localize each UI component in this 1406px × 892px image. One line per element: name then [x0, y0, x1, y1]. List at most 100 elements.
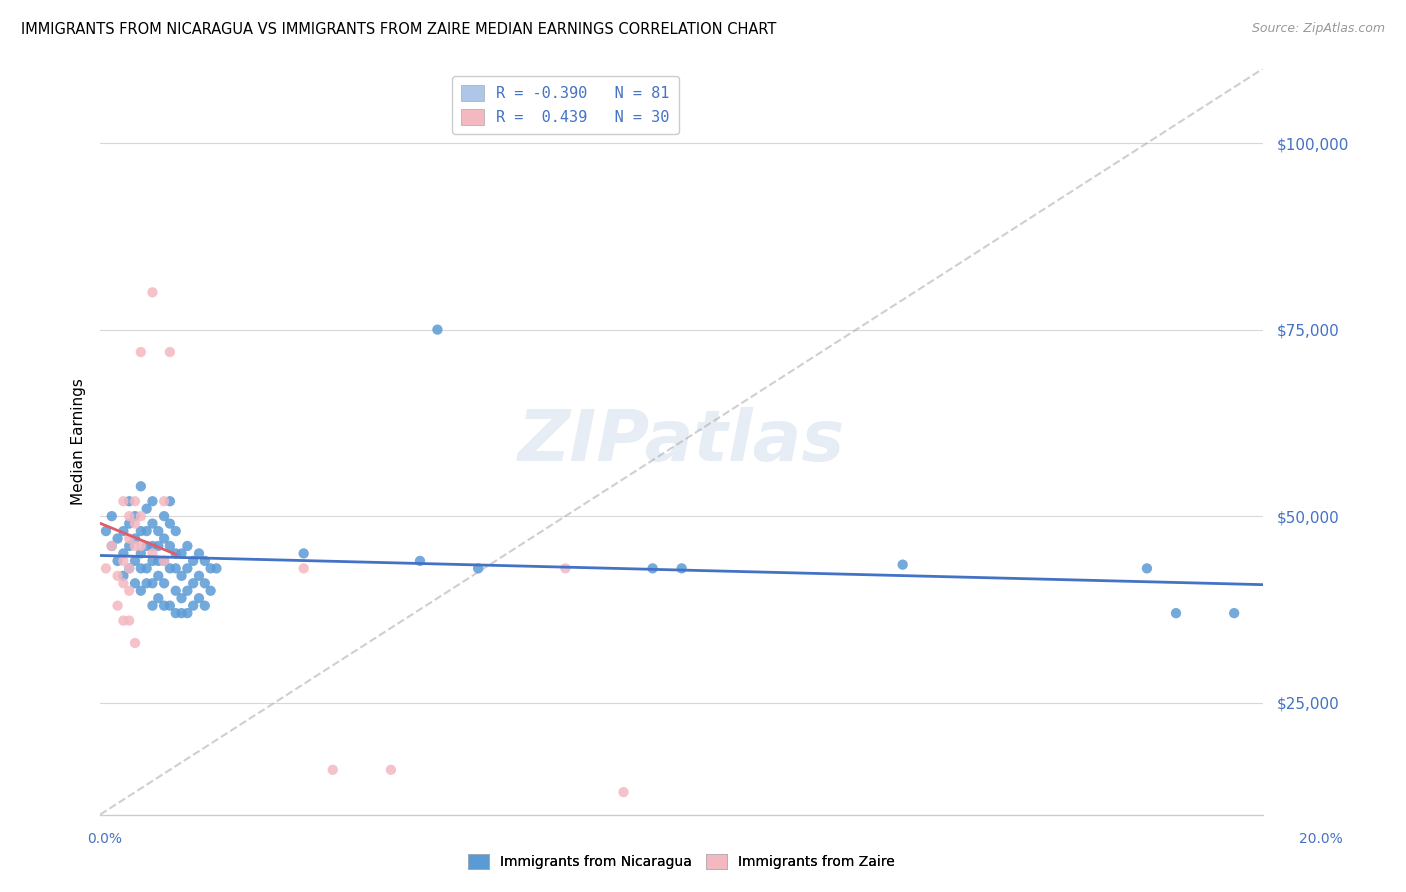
Point	[107, 554, 129, 568]
Point	[112, 576, 135, 591]
Point	[135, 501, 157, 516]
Point	[153, 494, 176, 508]
Point	[118, 516, 141, 531]
Text: 0.0%: 0.0%	[87, 831, 122, 846]
Point	[129, 561, 152, 575]
Point	[124, 532, 146, 546]
Point	[891, 558, 914, 572]
Point	[100, 539, 122, 553]
Point	[124, 554, 146, 568]
Point	[181, 599, 204, 613]
Point	[165, 546, 187, 560]
Point	[129, 539, 152, 553]
Point	[141, 539, 163, 553]
Point	[135, 561, 157, 575]
Point	[153, 554, 176, 568]
Y-axis label: Median Earnings: Median Earnings	[72, 378, 86, 505]
Point	[112, 614, 135, 628]
Point	[165, 583, 187, 598]
Legend: Immigrants from Nicaragua, Immigrants from Zaire: Immigrants from Nicaragua, Immigrants fr…	[463, 849, 900, 875]
Point	[409, 554, 432, 568]
Point	[135, 576, 157, 591]
Point	[380, 763, 402, 777]
Point	[159, 345, 181, 359]
Point	[129, 345, 152, 359]
Point	[170, 546, 193, 560]
Point	[135, 524, 157, 538]
Point	[129, 479, 152, 493]
Point	[170, 569, 193, 583]
Point	[129, 583, 152, 598]
Point	[188, 569, 211, 583]
Point	[153, 576, 176, 591]
Point	[176, 583, 198, 598]
Text: IMMIGRANTS FROM NICARAGUA VS IMMIGRANTS FROM ZAIRE MEDIAN EARNINGS CORRELATION C: IMMIGRANTS FROM NICARAGUA VS IMMIGRANTS …	[21, 22, 776, 37]
Point	[124, 576, 146, 591]
Point	[112, 524, 135, 538]
Point	[107, 569, 129, 583]
Point	[159, 599, 181, 613]
Point	[141, 576, 163, 591]
Point	[1164, 606, 1187, 620]
Point	[141, 285, 163, 300]
Point	[554, 561, 576, 575]
Point	[129, 524, 152, 538]
Text: 20.0%: 20.0%	[1299, 831, 1343, 846]
Point	[159, 539, 181, 553]
Point	[129, 546, 152, 560]
Point	[148, 539, 170, 553]
Point	[112, 494, 135, 508]
Point	[148, 524, 170, 538]
Point	[118, 561, 141, 575]
Point	[148, 554, 170, 568]
Point	[181, 554, 204, 568]
Point	[671, 561, 693, 575]
Point	[181, 576, 204, 591]
Point	[100, 539, 122, 553]
Point	[118, 539, 141, 553]
Point	[141, 494, 163, 508]
Point	[205, 561, 228, 575]
Point	[118, 614, 141, 628]
Point	[426, 323, 449, 337]
Point	[159, 516, 181, 531]
Point	[200, 583, 222, 598]
Point	[170, 606, 193, 620]
Point	[159, 561, 181, 575]
Point	[124, 509, 146, 524]
Point	[100, 509, 122, 524]
Point	[118, 532, 141, 546]
Point	[170, 591, 193, 606]
Point	[129, 509, 152, 524]
Point	[118, 561, 141, 575]
Point	[148, 569, 170, 583]
Point	[112, 546, 135, 560]
Point	[1136, 561, 1159, 575]
Point	[292, 561, 315, 575]
Point	[94, 561, 117, 575]
Point	[94, 524, 117, 538]
Point	[165, 524, 187, 538]
Point	[124, 494, 146, 508]
Point	[107, 532, 129, 546]
Point	[292, 546, 315, 560]
Point	[194, 554, 217, 568]
Point	[153, 532, 176, 546]
Point	[141, 554, 163, 568]
Point	[118, 583, 141, 598]
Point	[322, 763, 344, 777]
Point	[176, 561, 198, 575]
Point	[165, 606, 187, 620]
Point	[118, 494, 141, 508]
Point	[159, 494, 181, 508]
Point	[612, 785, 634, 799]
Point	[118, 509, 141, 524]
Point	[112, 569, 135, 583]
Point	[153, 599, 176, 613]
Point	[112, 554, 135, 568]
Text: ZIPatlas: ZIPatlas	[517, 407, 845, 476]
Point	[188, 546, 211, 560]
Point	[153, 509, 176, 524]
Point	[107, 599, 129, 613]
Point	[188, 591, 211, 606]
